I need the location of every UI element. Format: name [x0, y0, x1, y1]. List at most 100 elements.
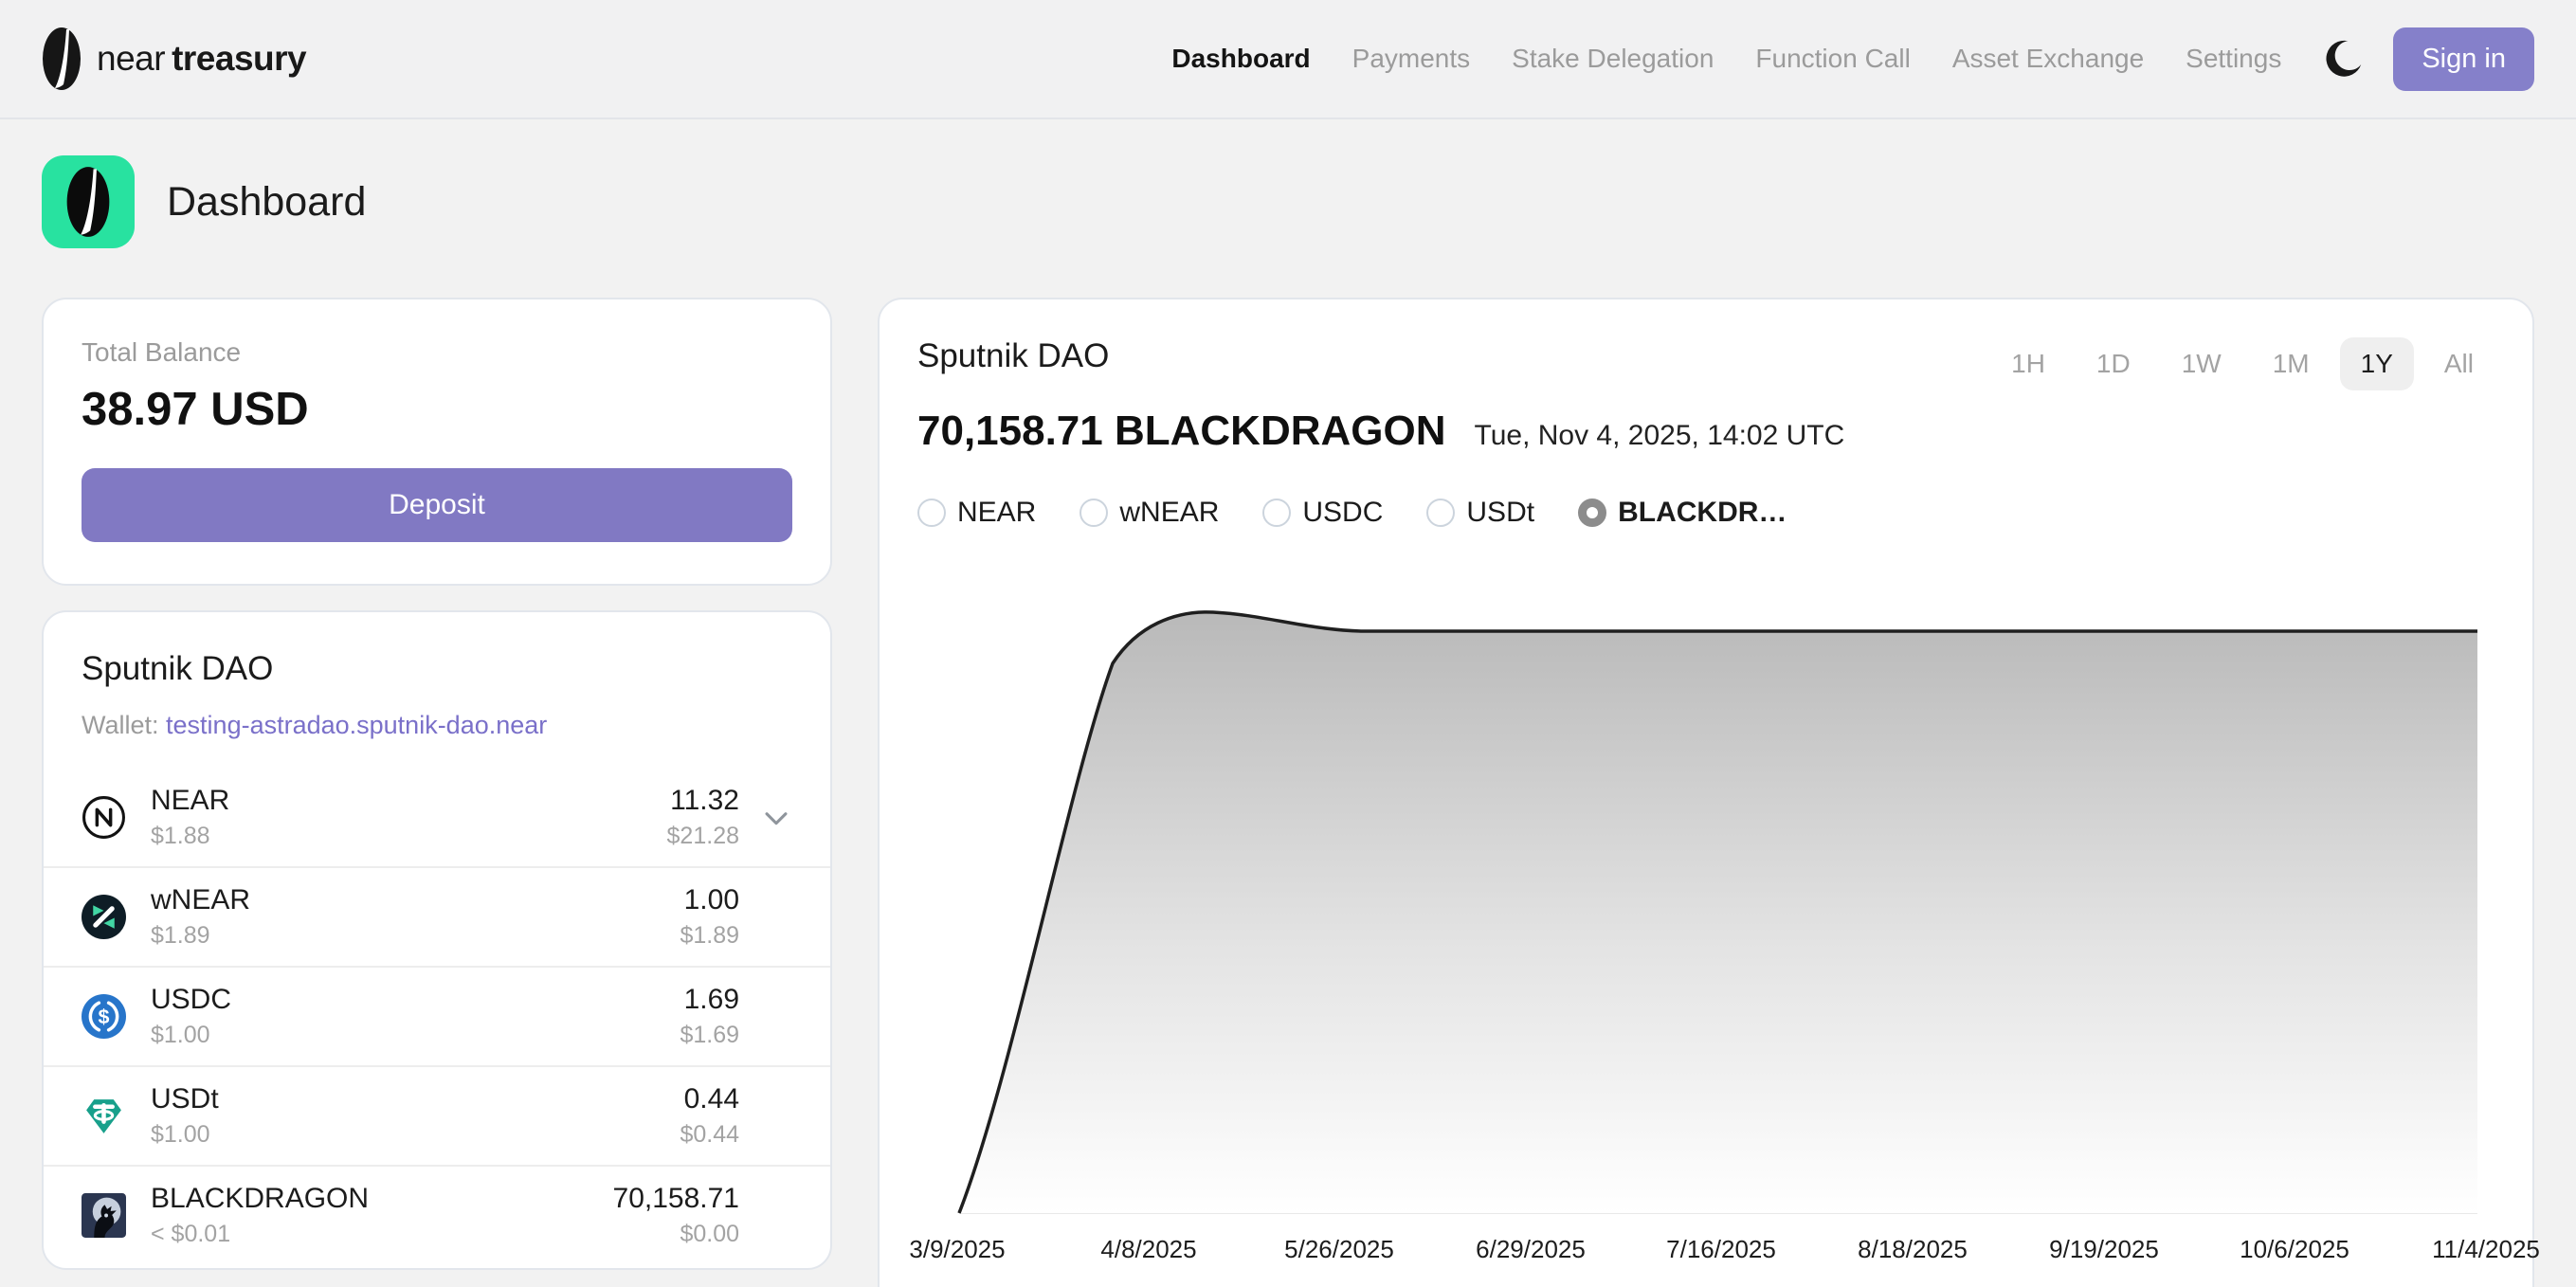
area-chart-svg — [957, 610, 2477, 1214]
range-1h[interactable]: 1H — [2011, 349, 2045, 378]
wnear-token-icon — [82, 895, 126, 939]
range-1y[interactable]: 1Y — [2339, 337, 2414, 390]
x-axis-tick: 7/16/2025 — [1666, 1235, 1776, 1263]
dao-tokens-card: Sputnik DAO Wallet: testing-astradao.spu… — [42, 610, 832, 1270]
theme-toggle-button[interactable] — [2321, 37, 2365, 81]
token-radio-group: NEAR wNEAR USDC USDt BLACKDR… — [917, 497, 2494, 529]
chart-x-axis-labels: 3/9/2025 4/8/2025 5/26/2025 6/29/2025 7/… — [909, 1235, 2539, 1273]
chart-card-title: Sputnik DAO — [917, 337, 1110, 374]
x-axis-tick: 9/19/2025 — [2049, 1235, 2159, 1263]
x-axis-tick: 11/4/2025 — [2432, 1235, 2540, 1263]
main-nav: Dashboard Payments Stake Delegation Func… — [1171, 44, 2281, 74]
token-price: < $0.01 — [151, 1221, 231, 1247]
token-option-blackdragon[interactable]: BLACKDR… — [1578, 497, 1787, 529]
usdt-token-icon — [86, 1099, 121, 1133]
dashboard-app-icon — [42, 155, 135, 248]
svg-text:$: $ — [99, 1006, 110, 1028]
brand-name-treasury: treasury — [172, 39, 307, 78]
left-column: Total Balance 38.97 USD Deposit Sputnik … — [42, 298, 832, 1270]
top-navigation: near treasury Dashboard Payments Stake De… — [0, 0, 2576, 119]
token-option-label: USDC — [1302, 497, 1384, 528]
brand-name-near: near — [97, 39, 166, 78]
token-usd-value: $1.89 — [680, 922, 739, 949]
token-option-label: USDt — [1466, 497, 1535, 528]
usdc-token-icon: $ — [82, 994, 126, 1039]
token-amount: 1.69 — [683, 984, 739, 1015]
token-symbol: BLACKDRAGON — [151, 1183, 370, 1214]
balance-area-chart[interactable]: 3/9/2025 4/8/2025 5/26/2025 6/29/2025 7/… — [909, 584, 2540, 1273]
nav-item-payments[interactable]: Payments — [1351, 44, 1471, 73]
token-option-label: wNEAR — [1119, 497, 1220, 528]
x-axis-tick: 6/29/2025 — [1476, 1235, 1586, 1263]
near-token-icon — [82, 796, 125, 839]
near-logo-icon — [66, 167, 110, 237]
dao-chart-card: Sputnik DAO 1H 1D 1W 1M 1Y All 70,158.71… — [878, 298, 2540, 1287]
nav-item-stake-delegation[interactable]: Stake Delegation — [1512, 44, 1714, 73]
moon-icon — [2326, 40, 2362, 77]
token-symbol: USDC — [151, 984, 232, 1015]
nav-item-function-call[interactable]: Function Call — [1755, 44, 1911, 73]
token-option-label: NEAR — [957, 497, 1037, 528]
chart-line — [957, 610, 2477, 1214]
x-axis-tick: 8/18/2025 — [1858, 1235, 1968, 1263]
page-title: Dashboard — [167, 178, 367, 225]
range-1d[interactable]: 1D — [2095, 349, 2131, 378]
token-usd-value: $0.00 — [680, 1221, 739, 1247]
token-row-usdc[interactable]: $ USDC $1.00 1.69 $1.69 — [44, 966, 830, 1065]
range-1w[interactable]: 1W — [2181, 349, 2222, 378]
nav-item-asset-exchange[interactable]: Asset Exchange — [1951, 44, 2145, 73]
token-list: NEAR $1.88 11.32 $21.28 — [44, 769, 830, 1264]
near-logo-icon — [43, 27, 81, 90]
radio-icon-selected — [1578, 498, 1607, 527]
deposit-button[interactable]: Deposit — [82, 468, 792, 542]
blackdragon-token-icon — [82, 1193, 126, 1238]
x-axis-tick: 3/9/2025 — [909, 1235, 1006, 1263]
chart-timestamp: Tue, Nov 4, 2025, 14:02 UTC — [1474, 420, 1845, 451]
token-price: $1.89 — [151, 922, 210, 949]
sign-in-button[interactable]: Sign in — [2393, 27, 2534, 91]
radio-icon — [1262, 498, 1292, 527]
total-balance-value: 38.97 USD — [82, 384, 309, 435]
selected-token-balance: 70,158.71 BLACKDRAGON — [917, 408, 1446, 454]
token-usd-value: $1.69 — [680, 1022, 739, 1048]
token-price: $1.00 — [151, 1121, 210, 1148]
token-symbol: NEAR — [151, 785, 230, 816]
x-axis-tick: 5/26/2025 — [1284, 1235, 1394, 1263]
radio-icon — [917, 498, 946, 527]
content-area: Total Balance 38.97 USD Deposit Sputnik … — [42, 298, 2540, 1287]
token-amount: 0.44 — [683, 1083, 739, 1115]
token-amount: 11.32 — [670, 785, 739, 816]
range-all[interactable]: All — [2443, 349, 2474, 378]
dao-card-title: Sputnik DAO — [82, 650, 274, 687]
range-1m[interactable]: 1M — [2272, 349, 2310, 378]
x-axis-tick: 10/6/2025 — [2240, 1235, 2349, 1263]
token-option-near[interactable]: NEAR — [917, 497, 1036, 529]
token-row-near[interactable]: NEAR $1.88 11.32 $21.28 — [44, 769, 830, 866]
wallet-address-link[interactable]: testing-astradao.sputnik-dao.near — [166, 711, 548, 739]
token-row-blackdragon[interactable]: BLACKDRAGON < $0.01 70,158.71 $0.00 — [44, 1165, 830, 1264]
nav-item-dashboard[interactable]: Dashboard — [1171, 44, 1311, 73]
token-option-wnear[interactable]: wNEAR — [1079, 497, 1219, 529]
token-row-usdt[interactable]: USDt $1.00 0.44 $0.44 — [44, 1065, 830, 1165]
chart-area-fill — [959, 611, 2477, 1213]
time-range-selector: 1H 1D 1W 1M 1Y All — [1990, 337, 2494, 390]
token-row-wnear[interactable]: wNEAR $1.89 1.00 $1.89 — [44, 866, 830, 966]
token-symbol: USDt — [151, 1083, 219, 1115]
page-header: Dashboard — [42, 155, 2534, 248]
token-symbol: wNEAR — [151, 884, 251, 915]
token-usd-value: $0.44 — [680, 1121, 739, 1148]
token-usd-value: $21.28 — [666, 823, 739, 849]
nav-item-settings[interactable]: Settings — [2186, 44, 2282, 73]
token-price: $1.00 — [151, 1022, 210, 1048]
token-option-usdt[interactable]: USDt — [1426, 497, 1534, 529]
wallet-line: Wallet: testing-astradao.sputnik-dao.nea… — [82, 711, 792, 740]
token-amount: 1.00 — [683, 884, 739, 915]
token-amount: 70,158.71 — [612, 1183, 739, 1214]
wallet-label: Wallet: — [82, 711, 159, 739]
token-option-label: BLACKDR… — [1618, 497, 1787, 528]
token-price: $1.88 — [151, 823, 210, 849]
chevron-down-icon[interactable] — [760, 802, 792, 834]
token-option-usdc[interactable]: USDC — [1262, 497, 1383, 529]
radio-icon — [1426, 498, 1456, 527]
brand-logo[interactable]: near treasury — [42, 27, 307, 91]
